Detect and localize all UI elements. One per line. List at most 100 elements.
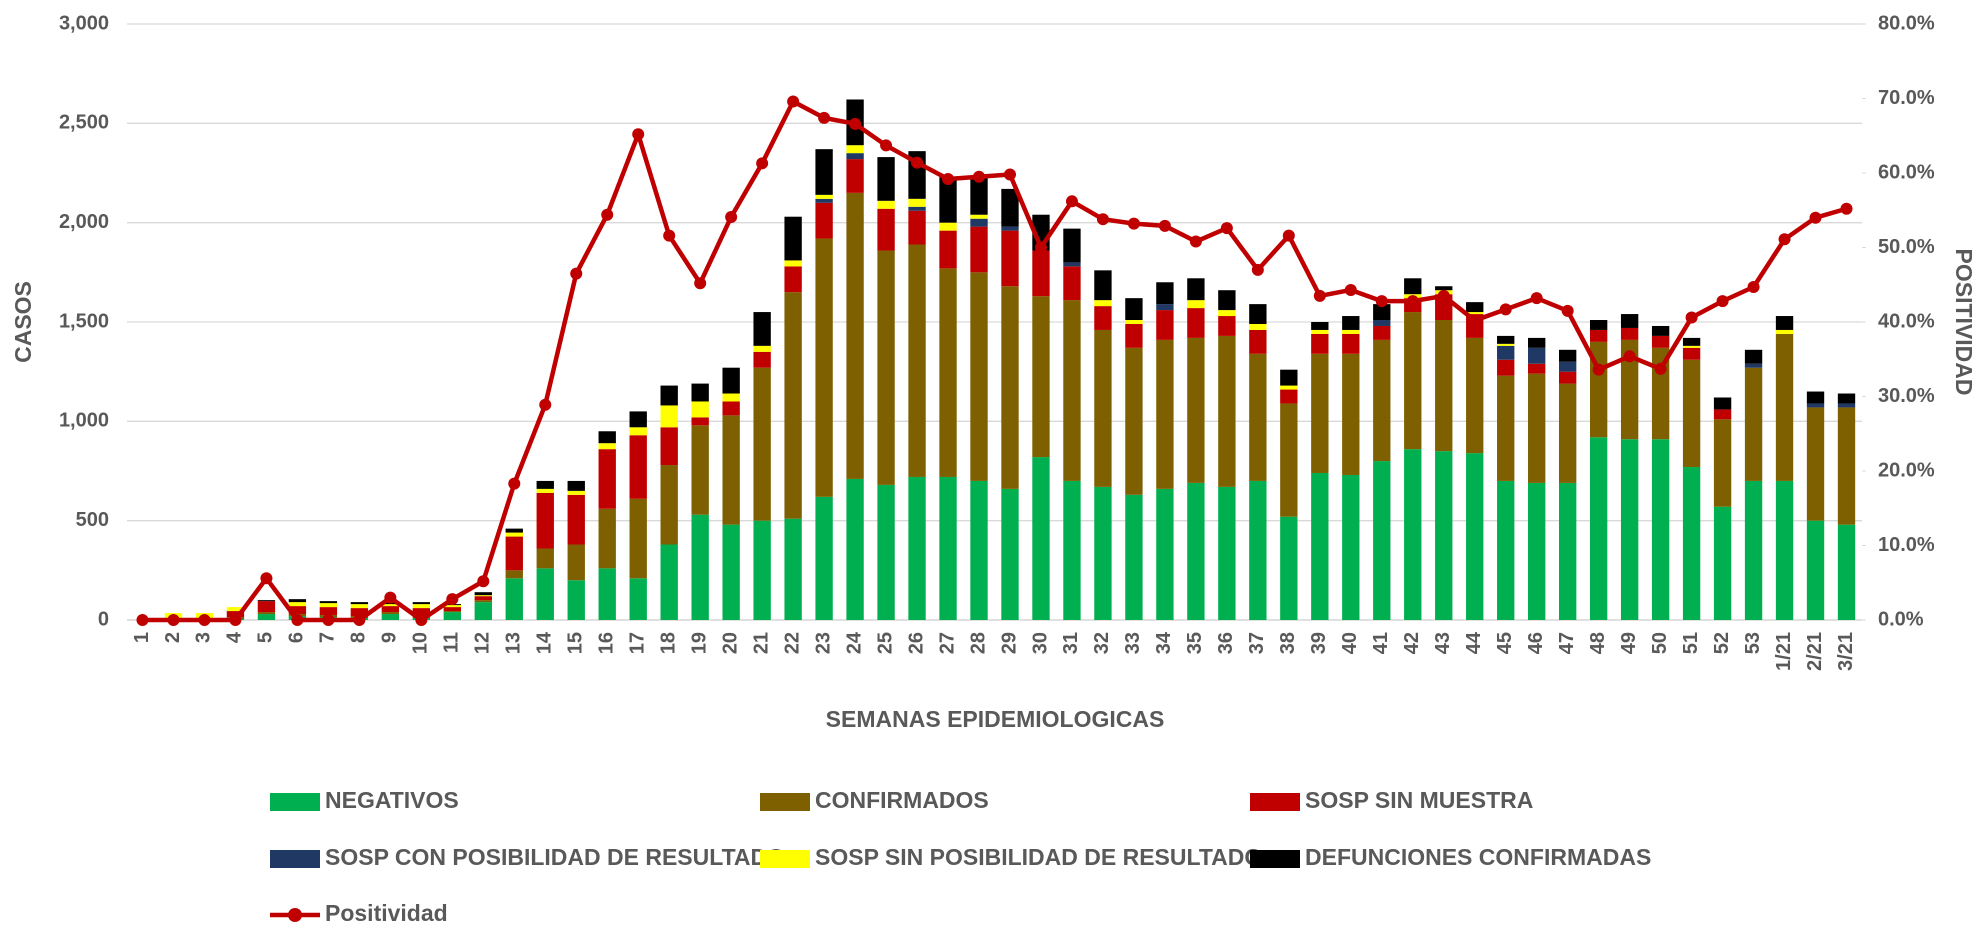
bar-segment <box>1620 314 1639 328</box>
bar-segment <box>1063 300 1081 481</box>
bar-segment <box>536 548 554 569</box>
bar-segment <box>1032 296 1050 458</box>
bar-segment <box>319 603 338 608</box>
bar-segment <box>1094 486 1112 620</box>
bar-segment <box>1682 359 1701 468</box>
legend-swatch <box>1250 793 1300 811</box>
bar-segment <box>1682 467 1701 620</box>
bar-segment <box>908 244 926 477</box>
bar-segment <box>877 208 895 251</box>
bar-segment <box>1558 482 1577 620</box>
line-point <box>911 156 924 169</box>
bar-segment <box>815 496 833 620</box>
bar-segment <box>1373 461 1391 620</box>
x-tick-label: 1/21 <box>1773 632 1795 671</box>
y-axis-title: CASOS <box>10 281 36 363</box>
line-point <box>415 614 428 626</box>
bar-segment <box>846 192 864 479</box>
x-tick-label: 40 <box>1339 632 1361 654</box>
x-tick-label: 19 <box>688 632 710 654</box>
legend-label: NEGATIVOS <box>325 787 459 813</box>
line-point <box>1034 241 1047 254</box>
line-point <box>477 575 490 588</box>
line-point <box>1406 295 1419 308</box>
bar-segment <box>1063 266 1081 301</box>
line-point <box>1375 295 1388 308</box>
bar-segment <box>1466 453 1484 620</box>
bar-segment <box>1342 329 1360 334</box>
line-point <box>198 614 211 626</box>
line-point <box>787 95 800 108</box>
bar-segment <box>815 238 833 497</box>
bar-segment <box>939 268 957 477</box>
y-tick-label: 0 <box>98 608 109 630</box>
bar-segment <box>1280 516 1298 620</box>
line-point <box>1313 289 1326 302</box>
line-point <box>880 139 893 152</box>
bar-segment <box>939 222 957 231</box>
bar-segment <box>629 427 647 436</box>
bar-segment <box>536 492 554 549</box>
bar-segment <box>1063 262 1081 267</box>
bar-segment <box>536 488 554 493</box>
bar-segment <box>1837 403 1856 408</box>
bar-segment <box>753 520 771 620</box>
bar-segment <box>319 607 338 616</box>
bar-segment <box>1249 480 1267 620</box>
bar-segment <box>691 401 709 418</box>
bar-segment <box>1373 339 1391 462</box>
x-tick-label: 44 <box>1463 631 1485 654</box>
bar-segment <box>660 465 678 545</box>
bar-segment <box>1032 457 1050 620</box>
legend-label: Positividad <box>325 900 448 926</box>
bar-segment <box>1249 353 1267 481</box>
legend-swatch <box>1250 850 1300 868</box>
bar-segment <box>1218 335 1236 487</box>
x-tick-label: 21 <box>750 632 772 654</box>
line-point <box>1778 233 1791 246</box>
bar-segment <box>598 449 616 509</box>
bar-segment <box>1744 367 1763 481</box>
y2-tick-label: 60.0% <box>1878 161 1935 183</box>
bar-segment <box>1651 335 1670 348</box>
x-tick-label: 51 <box>1680 632 1702 654</box>
bar-segment <box>1373 325 1391 340</box>
x-tick-label: 11 <box>441 632 463 653</box>
bar-segment <box>443 612 461 620</box>
bar-segment <box>1775 480 1794 620</box>
bar-segment <box>1156 282 1174 305</box>
bar-segment <box>877 484 895 620</box>
bar-segment <box>784 260 802 267</box>
line-point <box>136 614 149 626</box>
line-point <box>1096 213 1109 226</box>
bar-segment <box>970 218 988 227</box>
line-point <box>1282 229 1295 242</box>
bar-segment <box>505 570 523 579</box>
bar-segment <box>1311 333 1329 354</box>
line-point <box>663 229 676 242</box>
bar-segment <box>1280 403 1298 517</box>
bar-segment <box>505 528 523 533</box>
bar-segment <box>908 198 926 207</box>
bar-segment <box>846 159 864 193</box>
bar-segment <box>1682 345 1701 348</box>
y-tick-label: 2,500 <box>59 112 109 134</box>
x-tick-label: 2/21 <box>1804 632 1826 671</box>
bar-segment <box>629 578 647 620</box>
bar-segment <box>1373 304 1391 321</box>
bar-segment <box>1806 391 1825 404</box>
bar-segment <box>1528 373 1546 483</box>
bar-segment <box>1218 290 1236 311</box>
bar-segment <box>1744 480 1763 620</box>
bar-segment <box>1001 226 1019 231</box>
line-point <box>1530 292 1543 305</box>
bar-segment <box>1187 482 1205 620</box>
bar-segment <box>1837 393 1856 404</box>
bar-segment <box>1404 278 1422 295</box>
line-point <box>1127 217 1140 230</box>
y-tick-label: 3,000 <box>59 12 109 34</box>
x-tick-label: 39 <box>1308 632 1330 654</box>
bar-segment <box>1651 439 1670 620</box>
bar-segment <box>1744 363 1763 368</box>
x-tick-label: 24 <box>843 631 865 654</box>
